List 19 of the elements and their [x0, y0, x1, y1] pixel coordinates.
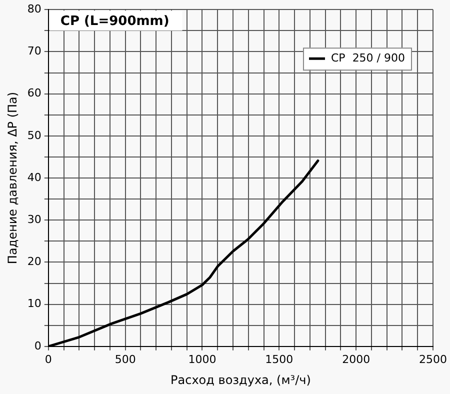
- y-tick-label: 20: [27, 255, 42, 268]
- y-tick-label: 40: [27, 170, 42, 184]
- y-tick-label: 0: [34, 339, 42, 352]
- y-tick-label: 50: [27, 128, 42, 142]
- y-axis-title: Падение давления, ΔP (Па): [5, 92, 20, 264]
- x-axis-title: Расход воздуха, (м³/ч): [170, 372, 311, 387]
- y-tick-label: 30: [27, 212, 42, 226]
- y-tick-label: 10: [27, 297, 42, 310]
- y-tick-label: 70: [27, 44, 42, 58]
- x-tick-label: 500: [114, 352, 136, 366]
- x-tick-label: 2500: [419, 352, 448, 366]
- x-tick-label: 0: [44, 352, 52, 366]
- y-tick-label: 60: [27, 86, 42, 100]
- x-tick-label: 2000: [342, 352, 370, 366]
- x-tick-label: 1500: [265, 352, 294, 366]
- legend-label: CP 250 / 900: [331, 51, 406, 64]
- y-tick-label: 80: [27, 2, 42, 16]
- x-tick-label: 1000: [188, 352, 216, 366]
- chart-title: CP (L=900mm): [60, 14, 170, 29]
